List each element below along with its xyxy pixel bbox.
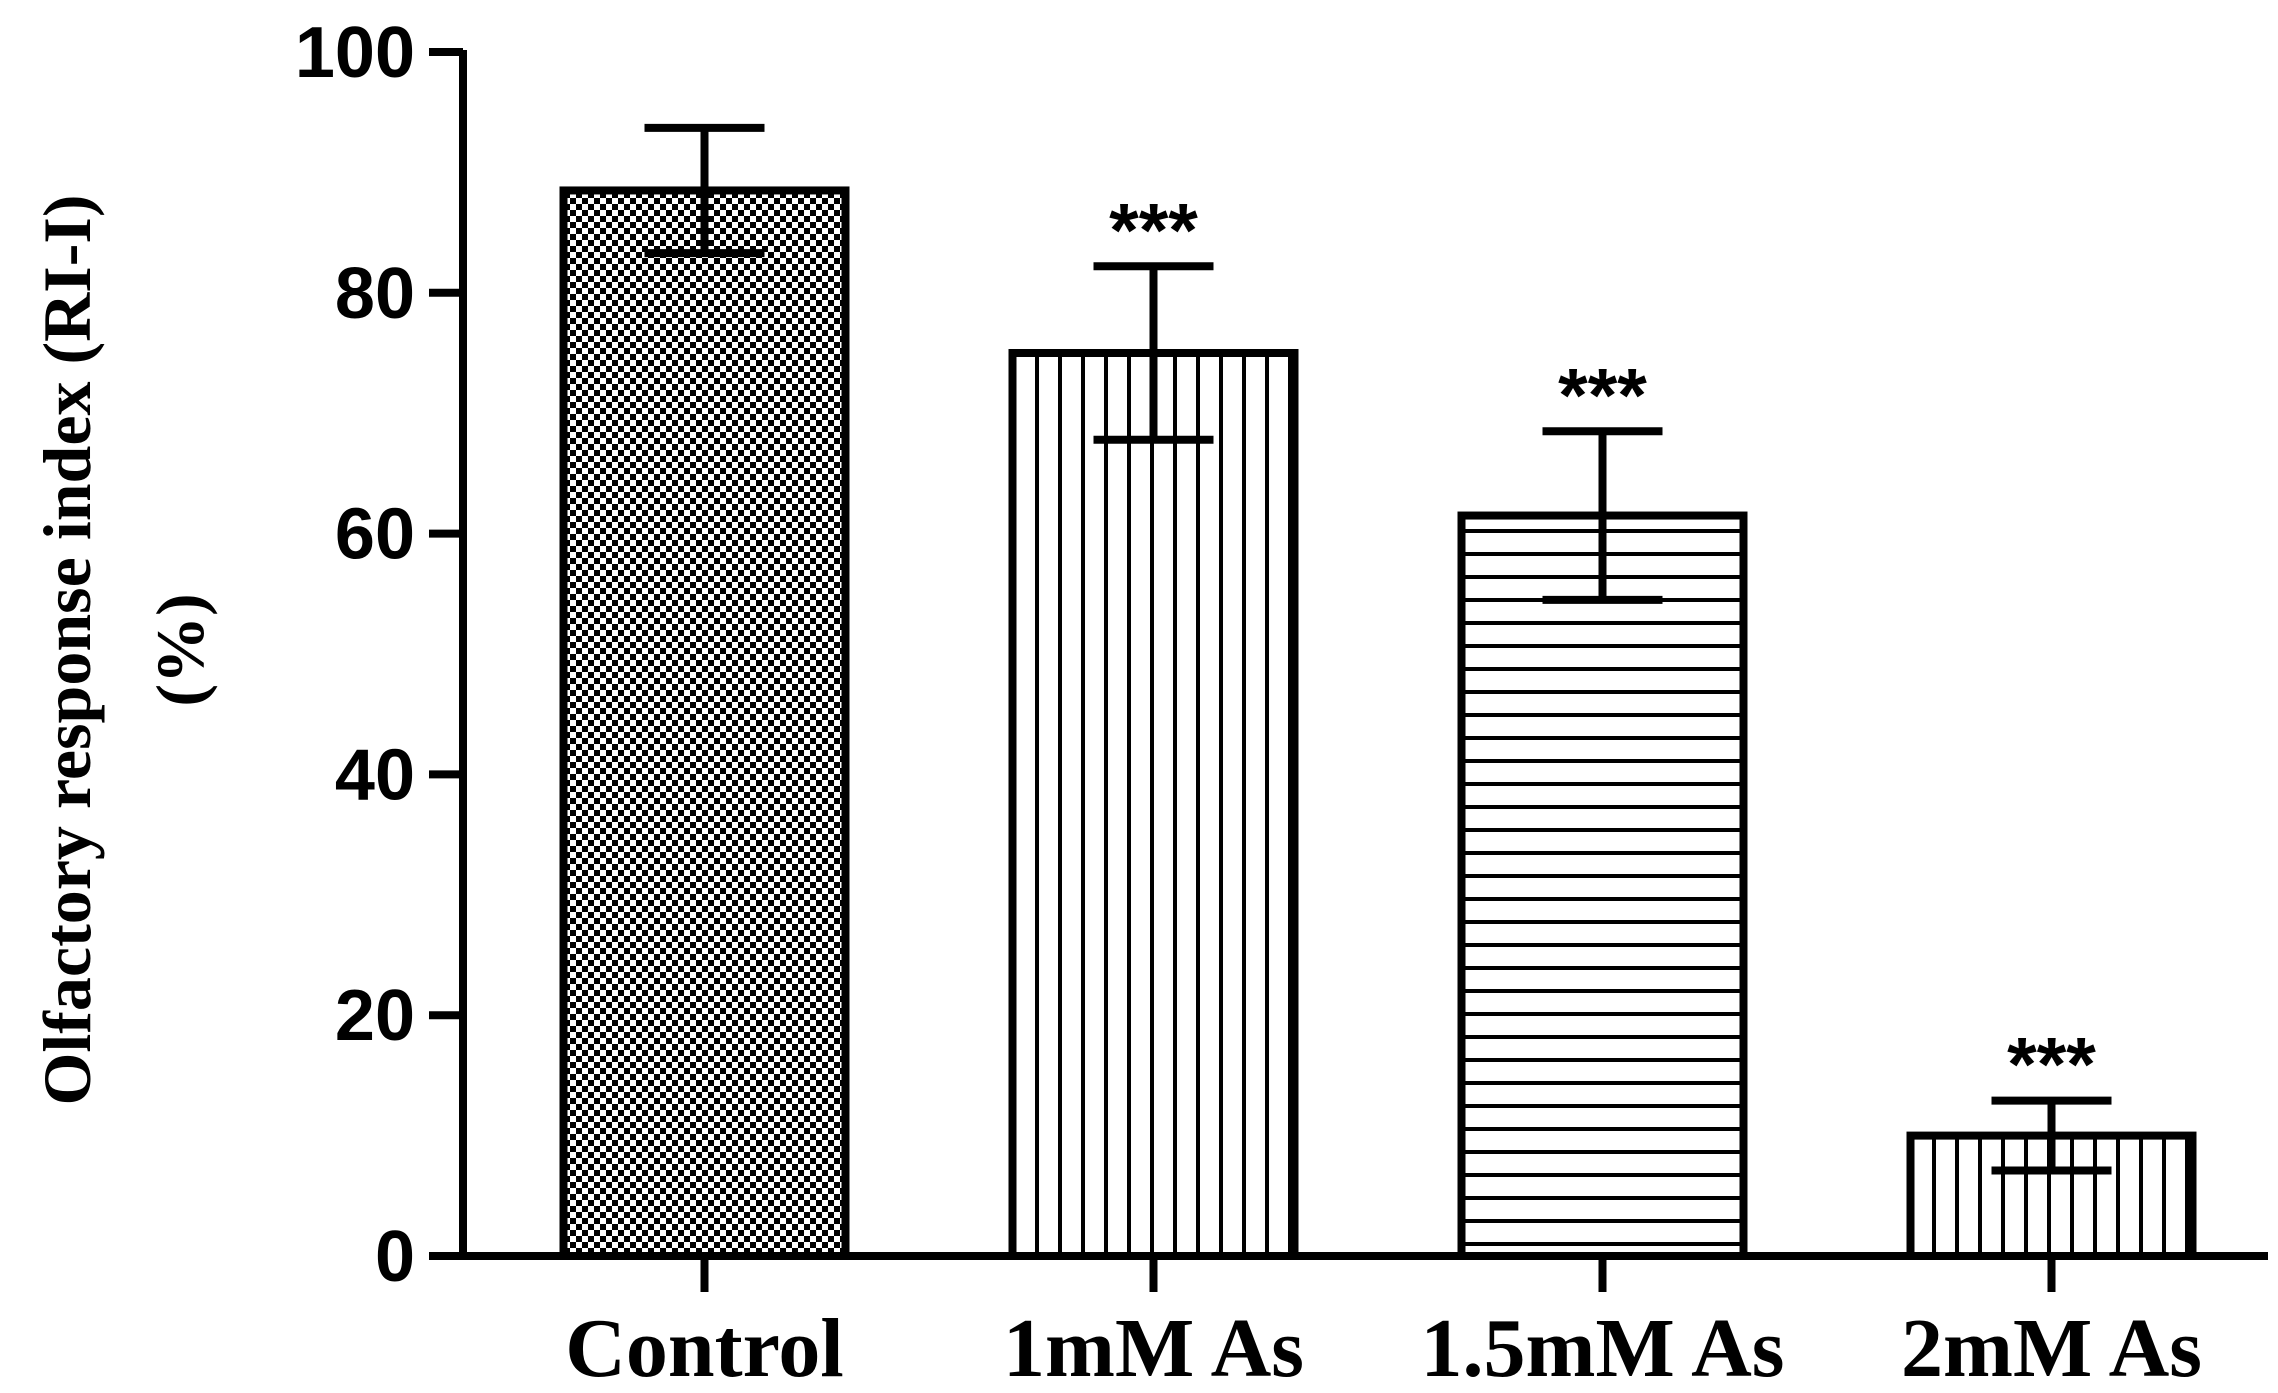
y-tick-label-80: 80 xyxy=(335,254,415,334)
x-axis: Control 1mM As 1.5mM As 2mM As xyxy=(459,1252,2268,1393)
bar-control xyxy=(559,186,850,1261)
x-tick-label-1mm-as: 1mM As xyxy=(1003,1302,1304,1393)
y-axis-title: Olfactory response index (RI-I) (%) xyxy=(29,195,218,1106)
y-tick-label-40: 40 xyxy=(335,735,415,815)
y-axis: 0 20 40 60 80 100 xyxy=(295,13,467,1297)
y-axis-title-line1: Olfactory response index (RI-I) xyxy=(29,195,105,1106)
x-tick-label-1-5mm-as: 1.5mM As xyxy=(1421,1302,1785,1393)
significance-label-2mm-as: *** xyxy=(2007,1023,2096,1108)
significance-label-1-5mm-as: *** xyxy=(1558,353,1647,438)
bar-1-5mm-as xyxy=(1457,511,1748,1260)
y-tick-label-0: 0 xyxy=(375,1217,415,1297)
y-tick-label-100: 100 xyxy=(295,13,415,93)
y-tick-label-20: 20 xyxy=(335,976,415,1056)
bars: *** *** *** xyxy=(559,123,2197,1261)
bar-1mm-as xyxy=(1008,349,1299,1260)
x-tick-label-control: Control xyxy=(565,1302,843,1393)
x-tick-label-2mm-as: 2mM As xyxy=(1901,1302,2202,1393)
y-axis-title-line2: (%) xyxy=(142,593,218,706)
significance-label-1mm-as: *** xyxy=(1109,188,1198,273)
y-tick-label-60: 60 xyxy=(335,495,415,575)
